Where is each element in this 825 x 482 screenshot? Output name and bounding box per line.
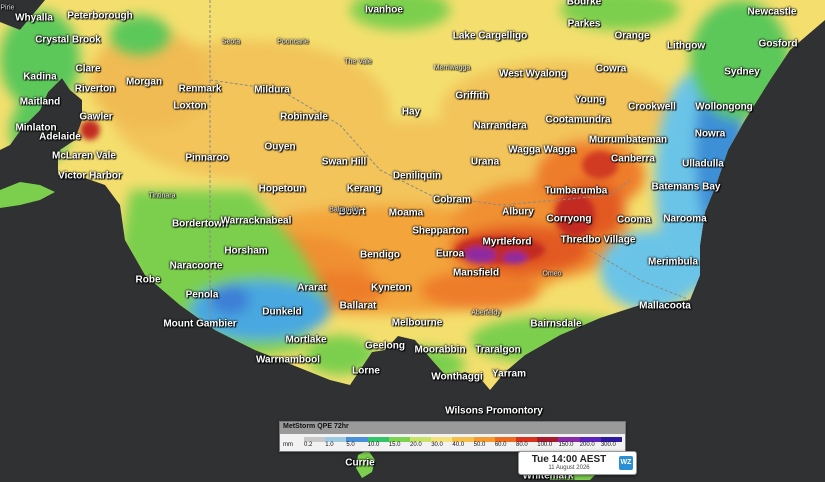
legend-value: 5.0 [346,442,355,448]
legend-title: MetStorm QPE 72hr [283,423,349,430]
legend-value: 30.0 [431,442,443,448]
legend-swatch [473,437,495,442]
timestamp-date: 11 August 2026 [548,465,590,471]
legend-value: 20.0 [410,442,422,448]
timestamp-panel: Tue 14:00 AEST 11 August 2026 WZ [518,451,637,475]
timestamp-main: Tue 14:00 AEST [531,454,607,465]
legend-swatch [304,437,326,442]
legend-value: 300.0 [600,442,616,448]
legend-swatch [537,437,559,442]
legend-value: 50.0 [473,442,486,448]
legend-value: 100.0 [537,442,553,448]
legend-swatch [410,437,432,442]
legend-swatch [367,437,389,442]
legend-header: MetStorm QPE 72hr [280,422,625,434]
weatherzone-logo-icon: WZ [619,456,633,470]
legend-swatch [431,437,453,442]
legend-swatch [579,437,601,442]
state-borders [209,0,691,330]
legend-swatch [494,437,517,442]
legend-swatch [558,437,580,442]
legend-value: 40.0 [452,442,465,448]
legend-swatch [600,437,623,442]
legend-value: 10.0 [367,442,380,448]
legend-value: 15.0 [388,442,401,448]
legend-swatch [452,437,474,442]
legend-swatch [346,437,368,442]
legend-swatch [388,437,411,442]
legend-value: 60.0 [494,442,507,448]
legend-value: 150.0 [558,442,574,448]
legend-unit: mm [283,442,293,448]
legend-value: 200.0 [579,442,595,448]
legend-value: 1.0 [325,442,334,448]
legend-swatch [325,437,347,442]
legend-swatch [516,437,538,442]
rainfall-legend: MetStorm QPE 72hr mm 0.2 1.0 5.0 10.0 15.0 20… [279,421,626,452]
legend-value: 0.2 [304,442,313,448]
legend-color-scale [304,437,623,442]
legend-value: 80.0 [516,442,528,448]
legend-values: 0.2 1.0 5.0 10.0 15.0 20.0 30.0 40.0 50.0 60.0 80.… [304,442,622,450]
